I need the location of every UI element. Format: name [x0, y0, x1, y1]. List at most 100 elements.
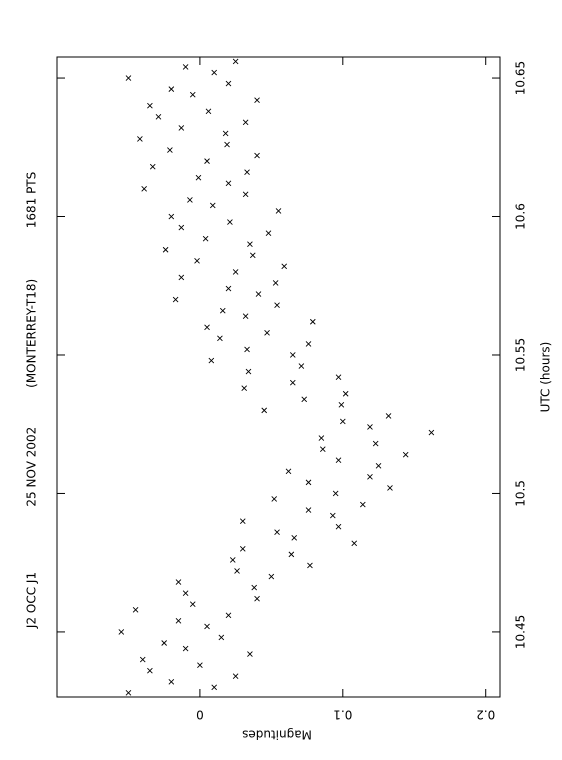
title-part: 1681 PTS: [25, 172, 39, 229]
data-point: [254, 595, 260, 602]
data-point: [375, 462, 382, 469]
data-point: [178, 274, 185, 281]
data-point: [178, 125, 185, 131]
data-point: [137, 136, 143, 142]
data-point: [209, 202, 216, 209]
data-point: [189, 91, 196, 98]
data-point: [225, 180, 232, 187]
title-part: J2 OCC J1: [25, 572, 39, 629]
data-point: [329, 512, 336, 519]
data-point: [318, 435, 325, 441]
data-point: [175, 618, 182, 624]
data-point: [298, 363, 305, 369]
data-point: [268, 573, 275, 580]
x-tick-label: 10.65: [514, 61, 528, 95]
data-point: [205, 108, 212, 115]
data-point: [147, 667, 153, 674]
y-tick-label: 0.1: [333, 708, 352, 722]
data-point: [281, 263, 288, 270]
data-point: [232, 269, 239, 275]
data-point: [301, 396, 308, 403]
data-point: [359, 501, 366, 508]
data-point: [339, 418, 346, 425]
data-point: [239, 518, 246, 524]
title-part: (MONTERREY-T18): [25, 279, 39, 388]
data-point: [211, 684, 218, 691]
data-point: [245, 368, 252, 375]
data-point: [305, 507, 312, 513]
data-point: [224, 141, 230, 148]
data-point: [225, 80, 232, 87]
data-point: [211, 69, 218, 76]
title-part: 25 NOV 2002: [25, 427, 39, 507]
data-point: [202, 235, 209, 242]
data-point: [319, 446, 326, 452]
data-point: [272, 280, 279, 286]
x-tick-label: 10.5: [514, 480, 528, 507]
data-point: [288, 551, 295, 558]
data-point: [261, 407, 268, 414]
data-point: [247, 651, 253, 657]
y-tick-label: 0: [196, 708, 204, 722]
data-point: [305, 341, 312, 347]
data-point: [254, 97, 260, 104]
data-point: [285, 468, 292, 475]
data-point: [147, 102, 153, 109]
data-point: [271, 496, 278, 502]
data-point: [161, 640, 167, 646]
data-point: [172, 296, 179, 303]
data-point: [141, 186, 147, 192]
data-point: [204, 623, 210, 630]
data-point: [155, 113, 162, 120]
data-point: [229, 557, 236, 563]
data-point: [242, 313, 249, 320]
data-point: [335, 457, 342, 464]
data-point: [335, 374, 342, 380]
data-point: [204, 158, 210, 164]
data-point: [244, 169, 250, 176]
y-axis-label: Magnitudes: [242, 728, 312, 742]
data-point: [291, 534, 298, 541]
data-point: [351, 540, 358, 547]
data-point: [264, 330, 270, 336]
data-point: [225, 612, 232, 619]
data-point: [242, 191, 249, 198]
data-point: [189, 601, 196, 608]
data-point: [232, 58, 239, 65]
data-point: [182, 64, 189, 70]
data-point: [187, 197, 193, 203]
data-point: [309, 318, 316, 325]
data-point: [274, 302, 280, 308]
x-tick-label: 10.55: [514, 338, 528, 372]
data-point: [168, 86, 175, 92]
data-point: [274, 529, 280, 536]
data-point: [305, 479, 312, 486]
data-point: [254, 152, 260, 159]
data-point: [139, 656, 146, 663]
data-point: [125, 690, 132, 696]
data-point: [232, 673, 239, 680]
data-point: [225, 285, 232, 292]
data-point: [194, 258, 200, 264]
data-point: [178, 224, 185, 231]
data-point: [167, 147, 173, 153]
data-point: [335, 523, 342, 530]
data-point: [402, 451, 409, 458]
data-point: [234, 568, 240, 574]
data-point: [428, 429, 435, 436]
data-point: [372, 440, 379, 447]
data-point: [239, 546, 246, 552]
data-point: [244, 346, 250, 353]
data-point: [118, 629, 125, 635]
data-point: [367, 474, 373, 480]
y-tick-label: 0.2: [476, 708, 495, 722]
data-point: [222, 130, 229, 137]
data-point: [204, 324, 210, 331]
data-point: [197, 662, 203, 668]
data-point: [219, 307, 226, 314]
data-point: [387, 485, 393, 491]
data-point: [241, 385, 248, 392]
data-point: [332, 490, 339, 497]
plot-frame: [56, 56, 501, 698]
